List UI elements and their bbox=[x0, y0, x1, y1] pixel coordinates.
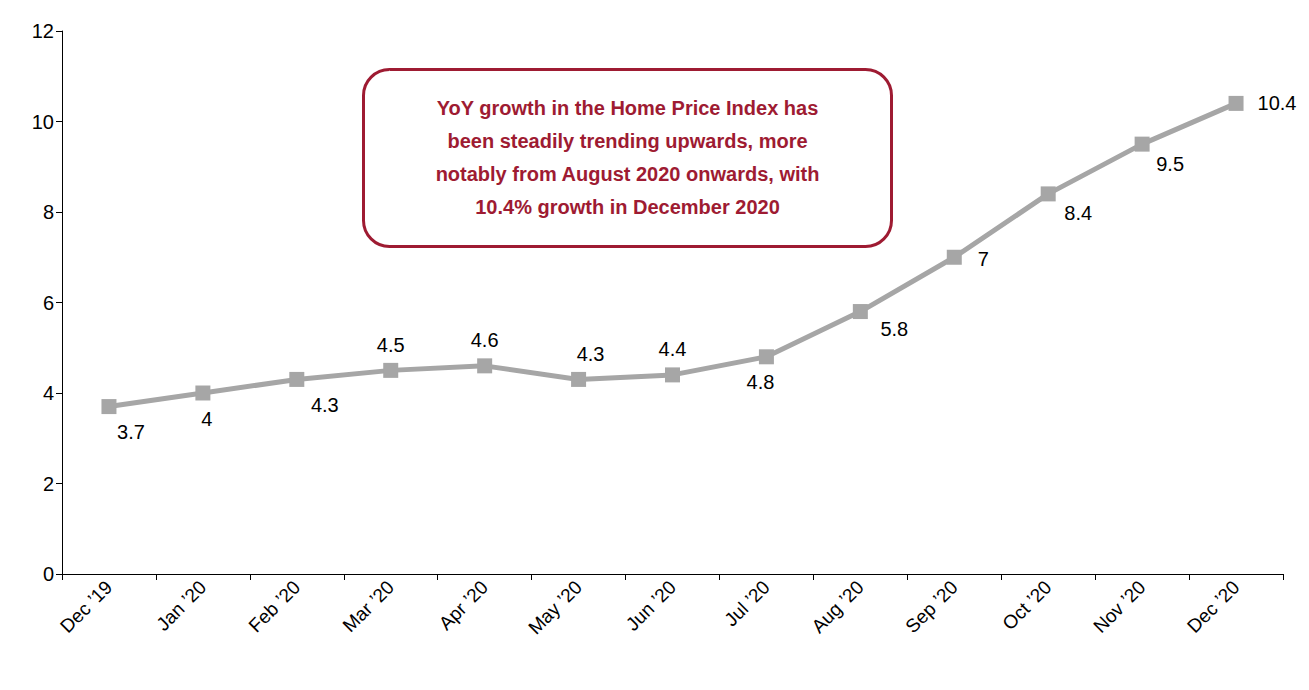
svg-text:4.8: 4.8 bbox=[747, 371, 775, 393]
svg-text:Jun ’20: Jun ’20 bbox=[622, 577, 680, 635]
svg-text:5.8: 5.8 bbox=[880, 318, 908, 340]
svg-text:7: 7 bbox=[978, 248, 989, 270]
svg-text:Apr ’20: Apr ’20 bbox=[435, 577, 492, 634]
svg-text:9.5: 9.5 bbox=[1156, 153, 1184, 175]
svg-text:10.4% growth in December 2020: 10.4% growth in December 2020 bbox=[475, 196, 780, 218]
svg-text:YoY growth in the Home Price I: YoY growth in the Home Price Index has bbox=[437, 97, 819, 119]
svg-text:Oct ’20: Oct ’20 bbox=[998, 577, 1055, 634]
svg-text:Sep ’20: Sep ’20 bbox=[901, 577, 961, 637]
svg-text:Jan ’20: Jan ’20 bbox=[152, 577, 210, 635]
svg-text:4.3: 4.3 bbox=[577, 343, 605, 365]
svg-text:been steadily trending upwards: been steadily trending upwards, more bbox=[447, 130, 807, 152]
svg-text:8.4: 8.4 bbox=[1064, 202, 1092, 224]
svg-text:8: 8 bbox=[43, 201, 54, 223]
svg-text:4.6: 4.6 bbox=[471, 329, 499, 351]
svg-text:notably from August 2020 onwar: notably from August 2020 onwards, with bbox=[436, 163, 820, 185]
svg-text:Feb ’20: Feb ’20 bbox=[245, 577, 305, 637]
svg-text:Dec ’20: Dec ’20 bbox=[1183, 577, 1243, 637]
svg-text:Aug ’20: Aug ’20 bbox=[807, 577, 867, 637]
svg-text:2: 2 bbox=[43, 473, 54, 495]
svg-text:4.3: 4.3 bbox=[311, 394, 339, 416]
svg-text:Jul ’20: Jul ’20 bbox=[720, 577, 774, 631]
svg-text:4.4: 4.4 bbox=[659, 338, 687, 360]
svg-text:12: 12 bbox=[32, 20, 54, 42]
svg-text:10.4: 10.4 bbox=[1258, 92, 1297, 114]
svg-text:3.7: 3.7 bbox=[117, 421, 145, 443]
svg-text:6: 6 bbox=[43, 292, 54, 314]
svg-text:Nov ’20: Nov ’20 bbox=[1089, 577, 1149, 637]
svg-text:4: 4 bbox=[43, 382, 54, 404]
svg-text:0: 0 bbox=[43, 563, 54, 585]
svg-text:May ’20: May ’20 bbox=[524, 577, 586, 639]
svg-text:4: 4 bbox=[201, 408, 212, 430]
svg-text:Dec ’19: Dec ’19 bbox=[56, 577, 116, 637]
svg-text:Mar ’20: Mar ’20 bbox=[339, 577, 399, 637]
svg-text:10: 10 bbox=[32, 111, 54, 133]
svg-text:4.5: 4.5 bbox=[377, 334, 405, 356]
